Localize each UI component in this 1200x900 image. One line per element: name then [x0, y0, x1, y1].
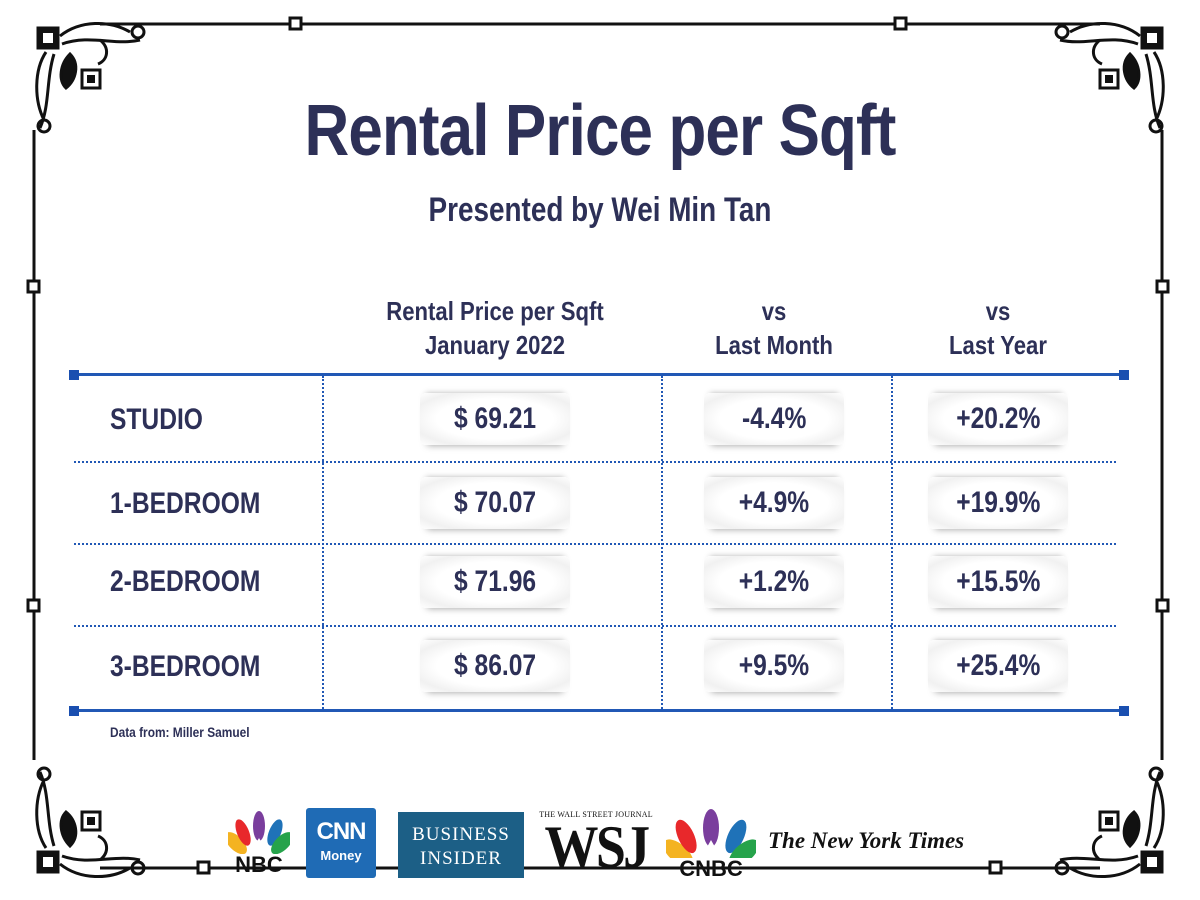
vs-year-value: +19.9%: [955, 486, 1041, 519]
nbc-logo: NBC: [224, 808, 294, 878]
peacock-icon: [663, 809, 759, 867]
price-cell: $ 71.96: [420, 556, 570, 608]
column-header-vs-last-month: vs Last Month: [689, 294, 859, 362]
rule-cap: [1119, 370, 1129, 380]
vs-month-cell: +4.9%: [704, 477, 844, 529]
column-header-line2: Last Month: [715, 330, 833, 360]
business-insider-box: BUSINESS INSIDER: [398, 812, 524, 878]
bi-line1: BUSINESS: [412, 824, 510, 845]
price-cell: $ 86.07: [420, 640, 570, 692]
row-label: STUDIO: [110, 403, 203, 436]
price-value: $ 70.07: [453, 486, 537, 519]
vs-month-cell: -4.4%: [704, 393, 844, 445]
vs-year-value: +15.5%: [955, 565, 1041, 598]
cnn-box: CNN Money: [306, 808, 376, 878]
wsj-wordmark: WSJ: [544, 814, 651, 880]
vs-month-cell: +9.5%: [704, 640, 844, 692]
column-header-line1: vs: [761, 296, 787, 326]
row-divider: [74, 625, 1116, 627]
column-header-line1: vs: [985, 296, 1011, 326]
vs-year-cell: +19.9%: [928, 477, 1068, 529]
column-header-line1: Rental Price per Sqft: [386, 296, 604, 326]
vs-month-value: -4.4%: [741, 402, 807, 435]
column-header-price: Rental Price per Sqft January 2022: [363, 294, 627, 362]
column-divider: [891, 376, 893, 709]
nbc-wordmark: NBC: [235, 852, 283, 877]
vs-month-value: +9.5%: [738, 649, 810, 682]
price-value: $ 71.96: [453, 565, 537, 598]
column-divider: [661, 376, 663, 709]
column-header-line2: January 2022: [424, 330, 566, 360]
rule-cap: [69, 706, 79, 716]
corner-ornament-bottom-left: [35, 766, 146, 879]
vs-year-value: +25.4%: [955, 649, 1041, 682]
row-label: 2-BEDROOM: [110, 565, 261, 598]
nyt-logo: The New York Times: [768, 808, 978, 878]
price-value: $ 86.07: [453, 649, 537, 682]
table-top-rule: [74, 373, 1124, 376]
table-bottom-rule: [74, 709, 1124, 712]
row-divider: [74, 461, 1116, 463]
vs-month-value: +4.9%: [738, 486, 810, 519]
wsj-logo: THE WALL STREET JOURNAL WSJ: [538, 808, 654, 880]
cnbc-wordmark: CNBC: [679, 856, 743, 881]
price-value: $ 69.21: [453, 402, 537, 435]
cnn-money-label: Money: [320, 848, 362, 863]
source-note: Data from: Miller Samuel: [110, 724, 250, 740]
vs-year-value: +20.2%: [955, 402, 1041, 435]
corner-ornament-bottom-right: [1054, 766, 1165, 879]
business-insider-logo: BUSINESS INSIDER: [398, 808, 524, 878]
page-title: Rental Price per Sqft: [304, 91, 897, 171]
wsj-masthead: THE WALL STREET JOURNAL: [539, 810, 653, 819]
vs-month-value: +1.2%: [738, 565, 810, 598]
corner-ornament-top-left: [35, 21, 146, 134]
bi-line2: INSIDER: [420, 848, 502, 869]
rule-cap: [1119, 706, 1129, 716]
column-divider: [322, 376, 324, 709]
row-divider: [74, 543, 1116, 545]
vs-month-cell: +1.2%: [704, 556, 844, 608]
price-cell: $ 70.07: [420, 477, 570, 529]
row-label: 3-BEDROOM: [110, 650, 261, 683]
price-cell: $ 69.21: [420, 393, 570, 445]
vs-year-cell: +25.4%: [928, 640, 1068, 692]
cnn-wordmark: CNN: [316, 818, 367, 845]
corner-ornament-top-right: [1054, 21, 1165, 134]
column-header-vs-last-year: vs Last Year: [913, 294, 1083, 362]
cnn-money-logo: CNN Money: [306, 808, 376, 878]
rule-cap: [69, 370, 79, 380]
column-header-line2: Last Year: [949, 330, 1047, 360]
vs-year-cell: +20.2%: [928, 393, 1068, 445]
nyt-wordmark: The New York Times: [768, 828, 965, 853]
row-label: 1-BEDROOM: [110, 487, 261, 520]
cnbc-logo: CNBC: [663, 808, 759, 881]
vs-year-cell: +15.5%: [928, 556, 1068, 608]
peacock-icon: [224, 811, 294, 855]
page-subtitle: Presented by Wei Min Tan: [428, 191, 772, 229]
